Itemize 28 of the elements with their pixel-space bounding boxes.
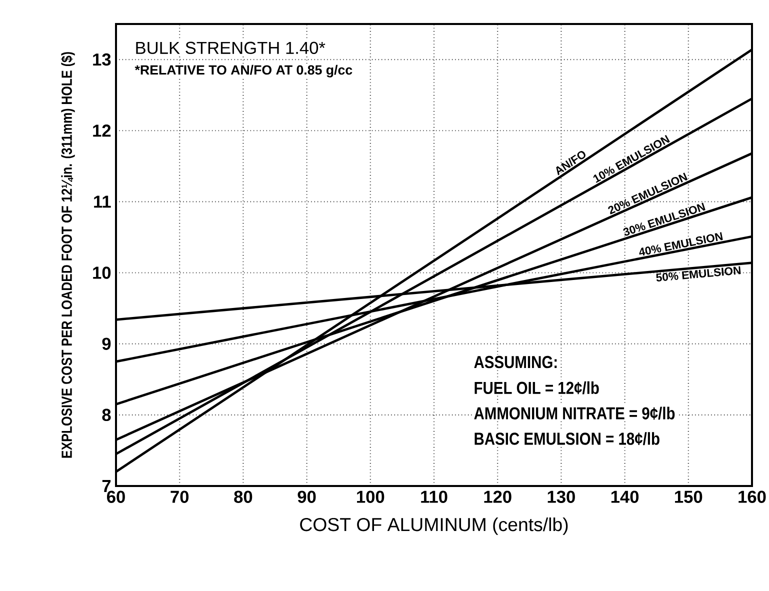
annotation: *RELATIVE TO AN/FO AT 0.85 g/cc	[134, 64, 352, 78]
text: 40% EMULSION	[639, 232, 723, 256]
x-tick-label: 70	[170, 490, 189, 503]
annotation: FUEL OIL = 12¢/lb	[474, 381, 599, 394]
x-tick-label: 150	[675, 490, 702, 503]
x-tick-label: 140	[611, 490, 639, 503]
x-tick-label: 80	[234, 490, 252, 503]
y-tick-label: 9	[102, 338, 111, 350]
x-tick-label: 160	[738, 490, 766, 503]
y-tick-label: 11	[94, 196, 111, 208]
y-tick-label: 7	[102, 480, 111, 492]
y-tick-label: 12	[93, 124, 111, 137]
y-axis-title: EXPLOSIVE COST PER LOADED FOOT OF 12¼in. (311mm) HOLE ($)	[60, 52, 75, 458]
y-tick-label: 10	[93, 266, 111, 279]
x-axis-title: COST OF ALUMINUM (cents/lb)	[300, 517, 568, 535]
y-tick-label: 13	[93, 53, 111, 66]
x-tick-label: 110	[421, 490, 448, 503]
text: 50% EMULSION	[656, 266, 741, 282]
annotation: AMMONIUM NITRATE = 9¢/lb	[474, 406, 675, 420]
annotation: ASSUMING:	[474, 356, 557, 368]
y-tick-label: 8	[102, 408, 111, 422]
x-tick-label: 90	[298, 490, 316, 503]
x-tick-label: 130	[548, 490, 575, 503]
x-tick-label: 120	[484, 490, 512, 503]
annotation: BASIC EMULSION = 18¢/lb	[474, 432, 660, 446]
x-tick-label: 100	[357, 490, 384, 503]
annotation: BULK STRENGTH 1.40*	[136, 42, 326, 54]
x-tick-label: 60	[106, 490, 125, 503]
